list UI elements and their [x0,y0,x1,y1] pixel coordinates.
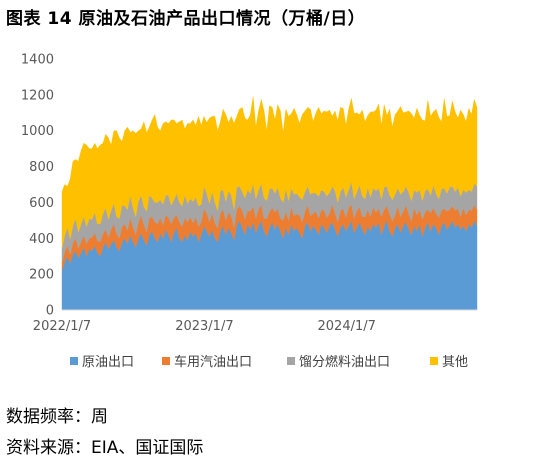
x-tick-label: 2024/1/7 [318,319,376,334]
chart-title: 图表 14 原油及石油产品出口情况（万桶/日） [6,9,366,29]
legend-label-4: 其他 [442,355,468,370]
x-tick-label: 2023/1/7 [175,319,233,334]
data-source-note: 资料来源：EIA、国证国际 [6,438,204,458]
y-tick-label: 400 [29,232,54,247]
y-axis-tick-labels: 0 200 400 600 800 1000 1200 1400 [21,53,54,319]
x-tick-label: 2022/1/7 [33,319,91,334]
legend-swatch-2 [162,357,170,365]
legend-swatch-1 [70,357,78,365]
y-tick-label: 800 [29,160,54,175]
data-frequency-note: 数据频率：周 [6,407,108,427]
stacked-area-chart: 0 200 400 600 800 1000 1200 1400 2022/1/7 2023/1… [21,53,478,370]
legend-swatch-3 [287,357,295,365]
legend-label-2: 车用汽油出口 [174,354,252,370]
y-tick-label: 200 [29,268,54,283]
legend: 原油出口 车用汽油出口 馏分燃料油出口 其他 [70,354,468,370]
y-tick-label: 0 [46,304,54,319]
area-series-4 [61,96,478,249]
legend-label-3: 馏分燃料油出口 [299,354,390,370]
x-axis-tick-labels: 2022/1/7 2023/1/7 2024/1/7 [33,319,376,334]
y-tick-label: 1000 [21,124,54,139]
legend-swatch-4 [430,357,438,365]
y-tick-label: 1200 [21,88,54,103]
y-tick-label: 1400 [21,53,54,68]
legend-label-1: 原油出口 [82,355,134,370]
y-tick-label: 600 [29,196,54,211]
area-series-group [61,96,478,311]
